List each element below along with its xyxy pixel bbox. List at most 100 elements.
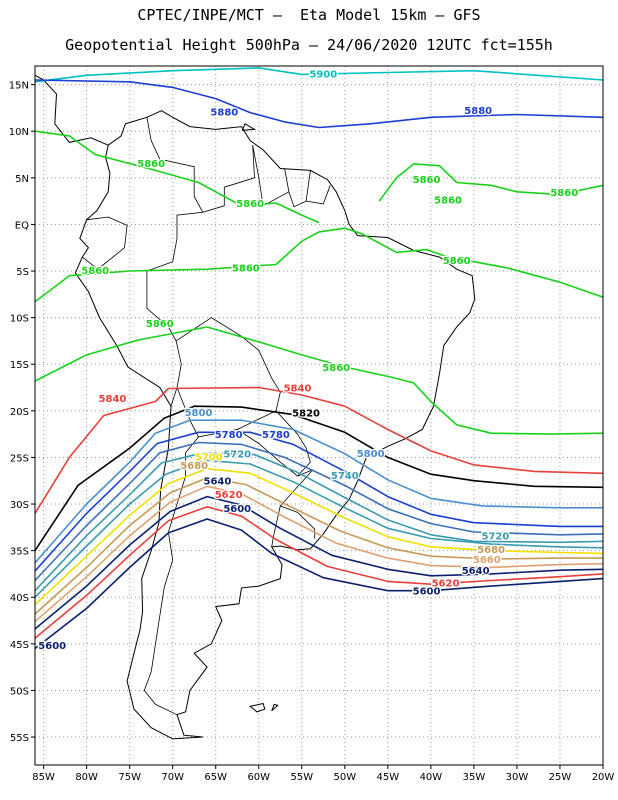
contour-label-5860: 5860 (236, 199, 264, 210)
contour-label-5860: 5860 (232, 263, 260, 274)
contour-label-5600: 5600 (38, 641, 66, 652)
contour-5860 (35, 130, 320, 224)
contour-label-5860: 5860 (137, 159, 165, 170)
lon-tick-label: 25W (549, 772, 572, 783)
lon-tick-label: 50W (334, 772, 357, 783)
contour-5760 (35, 441, 603, 582)
country-border (143, 436, 199, 716)
lon-tick-label: 30W (506, 772, 529, 783)
lon-tick-label: 35W (463, 772, 486, 783)
lon-tick-label: 60W (247, 772, 270, 783)
contour-5800 (35, 419, 603, 564)
country-border (306, 185, 331, 205)
lon-tick-label: 20W (592, 772, 615, 783)
continent-coastline (74, 110, 476, 740)
contour-5680 (35, 477, 603, 615)
country-border (82, 216, 128, 270)
lon-tick-label: 65W (204, 772, 227, 783)
contour-5700 (35, 467, 603, 606)
lat-tick-label: EQ (15, 220, 29, 231)
lon-tick-label: 75W (118, 772, 141, 783)
contour-label-5600: 5600 (223, 504, 251, 515)
contour-5600 (35, 518, 603, 650)
contour-label-5860: 5860 (81, 266, 109, 277)
country-border (202, 145, 255, 213)
country-border (288, 170, 311, 208)
lon-tick-label: 80W (75, 772, 98, 783)
contour-label-5680: 5680 (180, 461, 208, 472)
lon-tick-label: 55W (290, 772, 313, 783)
country-border (271, 505, 281, 547)
contour-label-5880: 5880 (464, 106, 492, 117)
island-coastline (249, 702, 266, 713)
contour-5640 (35, 495, 603, 630)
contour-5740 (35, 452, 603, 592)
contour-label-5640: 5640 (462, 566, 490, 577)
contour-label-5680: 5680 (477, 545, 505, 556)
country-border (146, 261, 182, 407)
lat-tick-label: 55S (10, 733, 29, 744)
country-border (175, 317, 281, 438)
contour-label-5860: 5860 (434, 195, 462, 206)
contour-label-5860: 5860 (550, 188, 578, 199)
contour-5860 (35, 326, 603, 435)
lat-tick-label: 15S (10, 360, 29, 371)
contour-5780 (35, 431, 603, 572)
contour-5820 (35, 405, 603, 552)
contour-label-5800: 5800 (357, 449, 385, 460)
lon-tick-label: 45W (377, 772, 400, 783)
country-border (146, 117, 204, 262)
contour-label-5900: 5900 (309, 69, 337, 80)
map-layer: 5900 5880 5880 5860 5860 5860 5860 5860 5860 5860… (35, 12, 603, 740)
contour-label-5860: 5860 (443, 256, 471, 267)
lat-tick-label: 35S (10, 547, 29, 558)
lat-tick-label: 10S (10, 314, 29, 325)
lat-tick-label: 30S (10, 500, 29, 511)
central-america-coastline (35, 74, 109, 146)
lon-tick-label: 70W (161, 772, 184, 783)
contour-label-5720: 5720 (223, 450, 251, 461)
island-coastline (271, 703, 279, 712)
contour-label-5860: 5860 (146, 319, 174, 330)
contour-5840 (35, 386, 603, 514)
lat-tick-label: 15N (9, 81, 29, 92)
contour-label-5840: 5840 (284, 384, 312, 395)
contour-label-5620: 5620 (432, 578, 460, 589)
contour-label-5620: 5620 (215, 490, 243, 501)
lat-tick-label: 20S (10, 407, 29, 418)
lon-tick-label: 85W (32, 772, 55, 783)
contour-label-5700: 5700 (195, 453, 223, 464)
lat-tick-label: 40S (10, 593, 29, 604)
contour-label-5780: 5780 (262, 430, 290, 441)
contour-label-5860: 5860 (322, 363, 350, 374)
contour-label-5720: 5720 (482, 532, 510, 543)
lat-tick-label: 25S (10, 453, 29, 464)
island-coastline (241, 123, 257, 131)
contour-label-5660: 5660 (473, 555, 501, 566)
contour-5720 (35, 459, 603, 598)
map-frame (34, 65, 604, 766)
contour-5660 (35, 485, 603, 623)
contour-label-5820: 5820 (292, 409, 320, 420)
lon-tick-label: 40W (420, 772, 443, 783)
lat-tick-label: 5N (15, 174, 29, 185)
contour-5860 (378, 163, 603, 202)
island-coastline (65, 12, 87, 15)
contour-5860 (35, 227, 603, 303)
country-border (279, 469, 316, 539)
country-border (252, 145, 290, 207)
chart-subtitle: Geopotential Height 500hPa – 24/06/2020 … (65, 36, 553, 54)
contour-label-5860: 5860 (413, 175, 441, 186)
lat-tick-label: 45S (10, 640, 29, 651)
contour-label-5600: 5600 (413, 587, 441, 598)
lat-tick-label: 5S (16, 267, 29, 278)
country-border (236, 410, 311, 477)
chart-title: CPTEC/INPE/MCT – Eta Model 15km – GFS (137, 6, 481, 24)
contour-label-5880: 5880 (210, 108, 238, 119)
contour-5620 (35, 506, 603, 639)
contour-5900 (35, 67, 603, 83)
contour-label-5800: 5800 (185, 408, 213, 419)
contour-label-5640: 5640 (204, 477, 232, 488)
